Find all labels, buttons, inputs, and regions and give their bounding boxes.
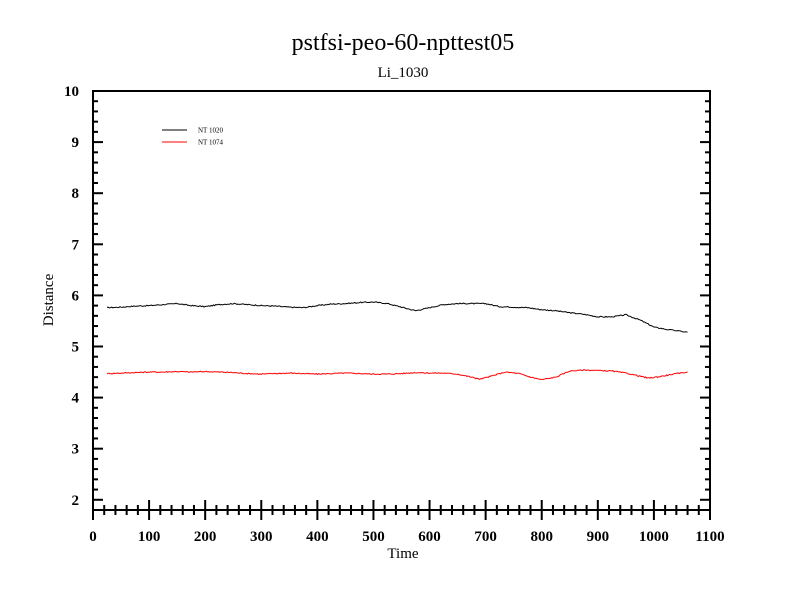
y-axis-ticks: 2 3 4 5 6 7 8 9 10 bbox=[64, 84, 710, 509]
x-tick-label: 800 bbox=[530, 529, 553, 545]
y-tick-label: 4 bbox=[72, 391, 80, 407]
y-tick-label: 9 bbox=[72, 135, 80, 151]
legend-entry-1: NT 1020 bbox=[198, 127, 223, 135]
y-tick-label: 3 bbox=[72, 442, 80, 458]
x-tick-label: 600 bbox=[418, 529, 441, 545]
x-tick-label: 700 bbox=[474, 529, 497, 545]
x-axis-ticks: 0 100 200 300 400 500 600 700 800 900 1000 1100 bbox=[89, 500, 725, 545]
y-tick-label: 5 bbox=[72, 339, 80, 355]
y-tick-label: 2 bbox=[72, 493, 80, 509]
x-tick-label: 300 bbox=[250, 529, 273, 545]
x-tick-label: 1100 bbox=[695, 529, 724, 545]
series-line-1 bbox=[106, 301, 688, 333]
y-tick-label: 10 bbox=[64, 84, 79, 100]
legend-entry-2: NT 1074 bbox=[198, 139, 223, 147]
chart-title: pstfsi-peo-60-npttest05 bbox=[292, 30, 515, 56]
y-tick-label: 8 bbox=[72, 186, 80, 202]
x-tick-label: 900 bbox=[587, 529, 610, 545]
x-tick-label: 0 bbox=[89, 529, 97, 545]
chart-subtitle: Li_1030 bbox=[378, 65, 429, 81]
plot-area: 2 3 4 5 6 7 8 9 10 0 100 200 300 400 500 600 700 800 900 1… bbox=[64, 84, 725, 545]
y-tick-label: 6 bbox=[72, 288, 80, 304]
x-tick-label: 100 bbox=[138, 529, 161, 545]
legend: NT 1020 NT 1074 bbox=[162, 127, 223, 147]
x-tick-label: 400 bbox=[306, 529, 329, 545]
x-tick-label: 500 bbox=[362, 529, 385, 545]
series-layer bbox=[106, 301, 688, 381]
x-axis-label: Time bbox=[387, 546, 418, 562]
x-tick-label: 200 bbox=[194, 529, 217, 545]
y-tick-label: 7 bbox=[72, 237, 80, 253]
y-axis-label: Distance bbox=[41, 273, 57, 326]
x-tick-label: 1000 bbox=[639, 529, 669, 545]
series-line-2 bbox=[106, 369, 688, 381]
plot-frame bbox=[92, 90, 711, 511]
